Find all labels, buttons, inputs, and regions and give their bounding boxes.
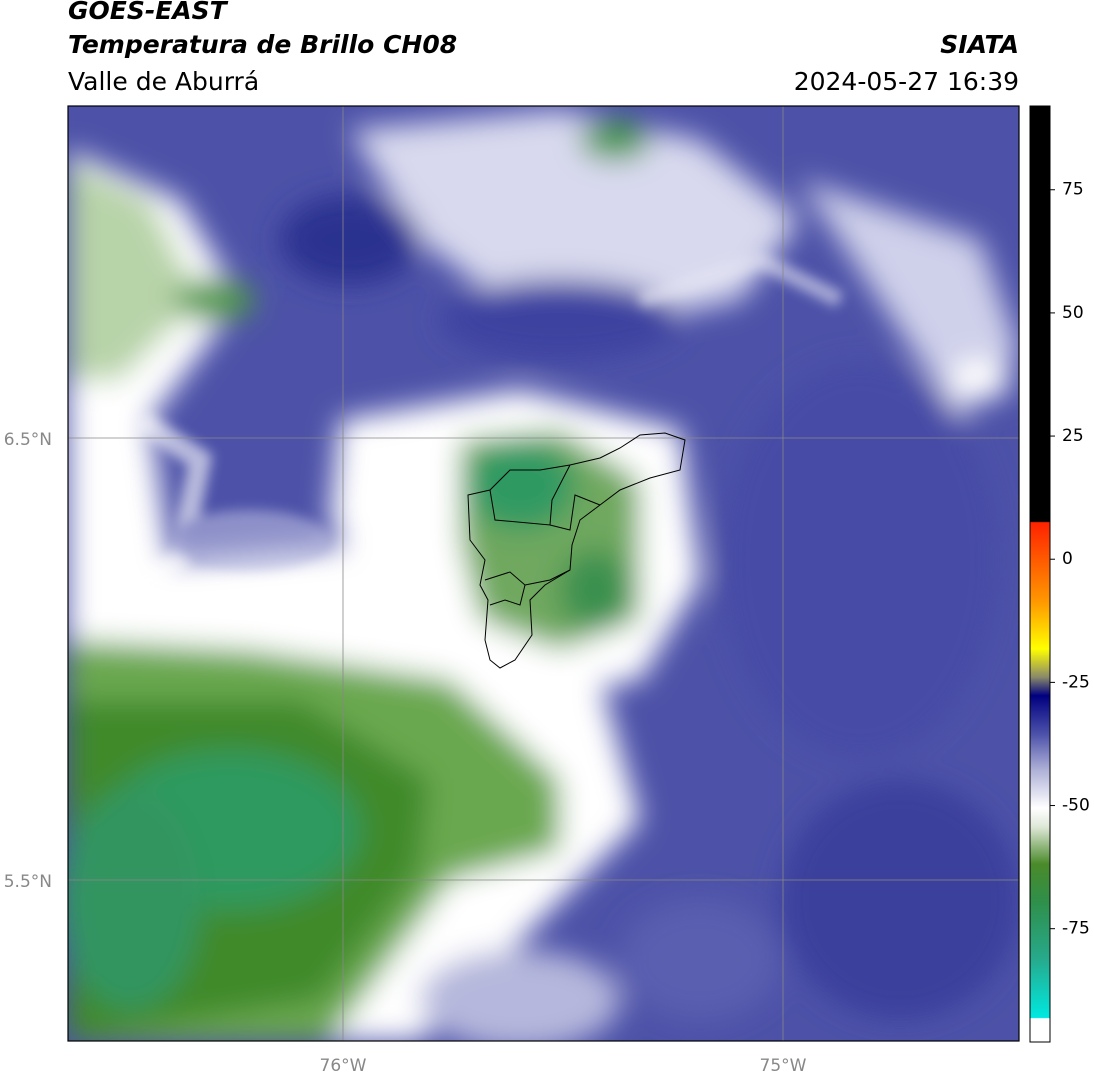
- colorbar-tick-label: 50: [1062, 303, 1084, 323]
- subtitle: Temperatura de Brillo CH08: [68, 30, 457, 59]
- colorbar-tick-label: -25: [1062, 672, 1090, 692]
- municipal-boundaries: [467, 432, 686, 669]
- title: GOES-EAST: [68, 0, 229, 25]
- region: Valle de Aburrá: [68, 67, 259, 96]
- lat-label: 5.5°N: [4, 872, 52, 892]
- lon-label: 75°W: [760, 1056, 807, 1076]
- colorbar-tick-label: 75: [1062, 180, 1084, 200]
- map-frame: [67, 105, 1020, 1042]
- colorbar-tick-label: 25: [1062, 426, 1084, 446]
- timestamp: 2024-05-27 16:39: [794, 67, 1019, 96]
- lon-label: 76°W: [320, 1056, 367, 1076]
- satellite-image: [68, 106, 1019, 1041]
- lat-label: 6.5°N: [4, 430, 52, 450]
- colorbar-tick-label: 0: [1062, 549, 1073, 569]
- colorbar-tick-label: -75: [1062, 919, 1090, 939]
- colorbar-tick-label: -50: [1062, 796, 1090, 816]
- source: SIATA: [940, 30, 1019, 59]
- colorbar: [1029, 105, 1051, 1043]
